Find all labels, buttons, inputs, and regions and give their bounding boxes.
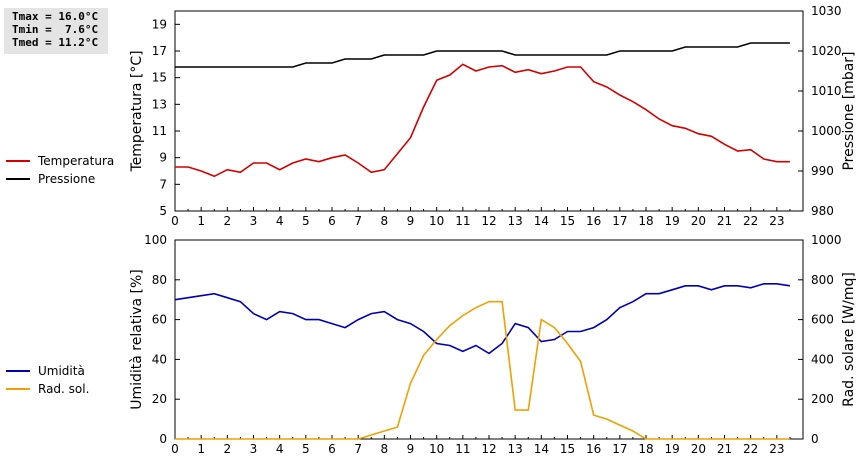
top-x-tick-label: 12 [481, 214, 496, 228]
bottom-y-tick-label: 60 [152, 313, 167, 327]
bottom-x-tick-label: 19 [665, 442, 680, 456]
bottom-x-tick-label: 11 [455, 442, 470, 456]
bottom-x-tick-label: 23 [769, 442, 784, 456]
bottom-y2-tick-label: 0 [811, 432, 819, 446]
legend-top-item-label: Temperatura [37, 154, 114, 168]
bottom-x-tick-label: 15 [560, 442, 575, 456]
top-x-tick-label: 23 [769, 214, 784, 228]
top-plot-frame [174, 10, 804, 212]
bottom-x-tick-label: 10 [429, 442, 444, 456]
bottom-y2-axis-label: Rad. solare [W/mq] [841, 272, 857, 407]
series-line-temperatura [175, 63, 790, 178]
top-y-tick-label: 11 [152, 124, 167, 138]
top-x-tick-label: 22 [743, 214, 758, 228]
stats-box: Tmax = 16.0°C Tmin = 7.6°C Tmed = 11.2°C [4, 8, 108, 54]
top-y2-tick-label: 1030 [811, 4, 842, 18]
legend-bottom-item-label: Rad. sol. [38, 382, 89, 396]
top-x-tick-label: 9 [407, 214, 415, 228]
top-x-tick-label: 11 [455, 214, 470, 228]
bottom-x-tick-label: 6 [328, 442, 336, 456]
bottom-y2-tick-label: 800 [811, 273, 834, 287]
bottom-y-tick-label: 80 [152, 273, 167, 287]
top-x-tick-label: 19 [665, 214, 680, 228]
bottom-x-tick-label: 17 [612, 442, 627, 456]
top-y-tick-label: 17 [152, 44, 167, 58]
top-x-tick-label: 13 [508, 214, 523, 228]
top-y2-tick-label: 1000 [811, 124, 842, 138]
bottom-x-tick-label: 21 [717, 442, 732, 456]
top-y-tick-label: 15 [152, 71, 167, 85]
top-x-tick-label: 8 [381, 214, 389, 228]
top-y-axis-label: Temperatura [°C] [129, 50, 145, 172]
bottom-x-tick-label: 12 [481, 442, 496, 456]
top-x-tick-label: 16 [586, 214, 601, 228]
tmin-text: Tmin = 7.6°C [12, 23, 99, 36]
bottom-x-tick-label: 5 [302, 442, 310, 456]
top-x-tick-label: 3 [250, 214, 258, 228]
series-line-umidità [174, 283, 791, 355]
top-x-tick-label: 17 [612, 214, 627, 228]
bottom-y2-tick-label: 400 [811, 352, 834, 366]
top-x-tick-label: 6 [328, 214, 336, 228]
top-y-tick-label: 7 [159, 177, 167, 191]
bottom-x-tick-label: 14 [534, 442, 549, 456]
top-x-tick-label: 2 [224, 214, 232, 228]
bottom-y-tick-label: 20 [152, 392, 167, 406]
bottom-y-tick-label: 0 [159, 432, 167, 446]
bottom-x-tick-label: 20 [691, 442, 706, 456]
tmed-text: Tmed = 11.2°C [12, 36, 99, 49]
bottom-y2-tick-label: 200 [811, 392, 834, 406]
top-y-tick-label: 19 [152, 17, 167, 31]
top-y2-tick-label: 1020 [811, 44, 842, 58]
top-y2-axis-label: Pressione [mbar] [841, 51, 857, 170]
bottom-y-tick-label: 40 [152, 352, 167, 366]
tmax-text: Tmax = 16.0°C [12, 10, 99, 23]
top-y2-tick-label: 980 [811, 204, 834, 218]
bottom-x-tick-label: 4 [276, 442, 284, 456]
bottom-x-tick-label: 16 [586, 442, 601, 456]
bottom-y2-tick-label: 1000 [811, 233, 842, 247]
bottom-x-tick-label: 8 [381, 442, 389, 456]
legend-bottom: Umidità Rad. sol. [6, 364, 89, 396]
bottom-x-tick-label: 7 [354, 442, 362, 456]
top-x-tick-label: 7 [354, 214, 362, 228]
top-x-tick-label: 1 [197, 214, 205, 228]
bottom-x-tick-label: 22 [743, 442, 758, 456]
bottom-plot-frame [174, 239, 804, 440]
top-x-tick-label: 20 [691, 214, 706, 228]
bottom-x-tick-label: 18 [638, 442, 653, 456]
top-x-tick-label: 18 [638, 214, 653, 228]
top-x-tick-label: 0 [171, 214, 179, 228]
top-y-tick-label: 9 [159, 151, 167, 165]
top-y2-tick-label: 990 [811, 164, 834, 178]
bottom-x-tick-label: 3 [250, 442, 258, 456]
humidity-radiation-chart: 0 1 2 3 4 5 6 7 8 9 10 11 12 13 14 15 16 17 18 19 20 21 22 2302… [129, 233, 857, 456]
top-x-tick-label: 14 [534, 214, 549, 228]
legend-bottom-item-label: Umidità [38, 364, 85, 378]
legend-top: Temperatura Pressione [6, 154, 114, 186]
bottom-y-tick-label: 100 [144, 233, 167, 247]
top-y2-tick-label: 1010 [811, 84, 842, 98]
top-x-tick-label: 4 [276, 214, 284, 228]
top-y-tick-label: 5 [159, 204, 167, 218]
temperature-pressure-chart: 0 1 2 3 4 5 6 7 8 9 10 11 12 13 14 15 16 17 18 19 20 21 22 2357… [129, 4, 857, 228]
bottom-x-tick-label: 2 [224, 442, 232, 456]
top-x-tick-label: 21 [717, 214, 732, 228]
top-x-tick-label: 10 [429, 214, 444, 228]
series-line-pressione [175, 42, 790, 68]
top-x-tick-label: 15 [560, 214, 575, 228]
legend-top-item-label: Pressione [38, 172, 95, 186]
bottom-y2-tick-label: 600 [811, 313, 834, 327]
top-y-tick-label: 13 [152, 97, 167, 111]
bottom-x-tick-label: 13 [508, 442, 523, 456]
bottom-x-tick-label: 0 [171, 442, 179, 456]
bottom-x-tick-label: 9 [407, 442, 415, 456]
bottom-y-axis-label: Umidità relativa [%] [129, 269, 145, 410]
series-line-rad-sol [175, 300, 790, 440]
top-x-tick-label: 5 [302, 214, 310, 228]
bottom-x-tick-label: 1 [197, 442, 205, 456]
